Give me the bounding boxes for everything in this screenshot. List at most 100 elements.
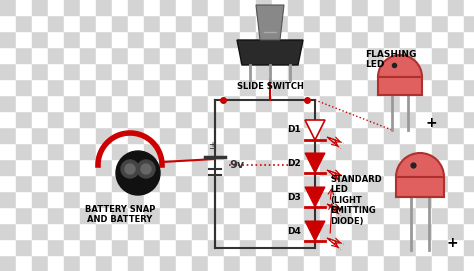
Bar bbox=[160, 191, 176, 207]
Bar bbox=[160, 47, 176, 63]
Bar bbox=[96, 143, 112, 159]
Bar bbox=[144, 143, 160, 159]
Bar bbox=[32, 239, 48, 255]
Bar bbox=[384, 191, 400, 207]
Bar bbox=[176, 127, 192, 143]
Bar bbox=[144, 239, 160, 255]
Bar bbox=[144, 223, 160, 239]
Bar bbox=[48, 47, 64, 63]
Bar bbox=[128, 207, 144, 223]
Bar bbox=[208, 0, 224, 15]
Bar bbox=[304, 223, 320, 239]
Bar bbox=[208, 239, 224, 255]
Wedge shape bbox=[378, 55, 422, 77]
Bar bbox=[32, 223, 48, 239]
Bar bbox=[224, 143, 240, 159]
Bar bbox=[432, 31, 448, 47]
Bar bbox=[112, 143, 128, 159]
Bar bbox=[176, 223, 192, 239]
Bar bbox=[144, 15, 160, 31]
Bar bbox=[272, 111, 288, 127]
Bar bbox=[400, 0, 416, 15]
Bar bbox=[128, 175, 144, 191]
Bar bbox=[416, 111, 432, 127]
Bar bbox=[32, 207, 48, 223]
Bar bbox=[192, 63, 208, 79]
Bar bbox=[48, 239, 64, 255]
Bar bbox=[320, 15, 336, 31]
Bar bbox=[304, 239, 320, 255]
Bar bbox=[16, 143, 32, 159]
Bar bbox=[432, 63, 448, 79]
Bar bbox=[416, 159, 432, 175]
Bar bbox=[432, 223, 448, 239]
Bar bbox=[208, 207, 224, 223]
Bar bbox=[128, 191, 144, 207]
Bar bbox=[208, 223, 224, 239]
Bar bbox=[304, 95, 320, 111]
Bar bbox=[368, 0, 384, 15]
Bar bbox=[272, 143, 288, 159]
Bar bbox=[192, 0, 208, 15]
Bar bbox=[16, 79, 32, 95]
Bar bbox=[464, 175, 474, 191]
Bar bbox=[464, 207, 474, 223]
Bar bbox=[176, 255, 192, 271]
Bar bbox=[64, 63, 80, 79]
Text: +: + bbox=[447, 236, 459, 250]
Bar bbox=[448, 255, 464, 271]
Bar bbox=[96, 223, 112, 239]
Bar bbox=[16, 0, 32, 15]
Bar bbox=[336, 207, 352, 223]
Bar bbox=[352, 63, 368, 79]
Bar bbox=[160, 255, 176, 271]
Bar bbox=[400, 95, 416, 111]
Bar bbox=[64, 255, 80, 271]
Bar bbox=[48, 175, 64, 191]
Bar bbox=[48, 127, 64, 143]
Bar bbox=[208, 255, 224, 271]
Bar bbox=[384, 79, 400, 95]
Bar bbox=[64, 47, 80, 63]
Bar bbox=[448, 175, 464, 191]
Wedge shape bbox=[396, 153, 444, 177]
Bar bbox=[160, 223, 176, 239]
Bar bbox=[16, 175, 32, 191]
Bar bbox=[400, 111, 416, 127]
Bar bbox=[48, 0, 64, 15]
Bar bbox=[176, 47, 192, 63]
Bar bbox=[96, 95, 112, 111]
Bar bbox=[128, 63, 144, 79]
Bar bbox=[368, 79, 384, 95]
Bar bbox=[432, 159, 448, 175]
Bar bbox=[416, 47, 432, 63]
Bar bbox=[112, 0, 128, 15]
Bar bbox=[208, 127, 224, 143]
Bar bbox=[48, 223, 64, 239]
Bar bbox=[304, 207, 320, 223]
Bar bbox=[160, 175, 176, 191]
Bar bbox=[288, 191, 304, 207]
Bar bbox=[128, 31, 144, 47]
Bar bbox=[224, 159, 240, 175]
Bar bbox=[256, 175, 272, 191]
Bar bbox=[80, 143, 96, 159]
Bar bbox=[352, 95, 368, 111]
Bar bbox=[240, 0, 256, 15]
Bar bbox=[240, 255, 256, 271]
Bar bbox=[416, 223, 432, 239]
Bar bbox=[416, 95, 432, 111]
Bar bbox=[384, 63, 400, 79]
Bar bbox=[448, 15, 464, 31]
Circle shape bbox=[116, 151, 160, 195]
Bar bbox=[224, 95, 240, 111]
Bar bbox=[112, 95, 128, 111]
Bar bbox=[368, 111, 384, 127]
Bar bbox=[80, 79, 96, 95]
Bar bbox=[256, 111, 272, 127]
Bar bbox=[48, 255, 64, 271]
Bar bbox=[448, 223, 464, 239]
Bar bbox=[368, 47, 384, 63]
Text: STANDARD
LED
(LIGHT
EMITTING
DIODE): STANDARD LED (LIGHT EMITTING DIODE) bbox=[330, 175, 382, 225]
Bar bbox=[0, 191, 16, 207]
